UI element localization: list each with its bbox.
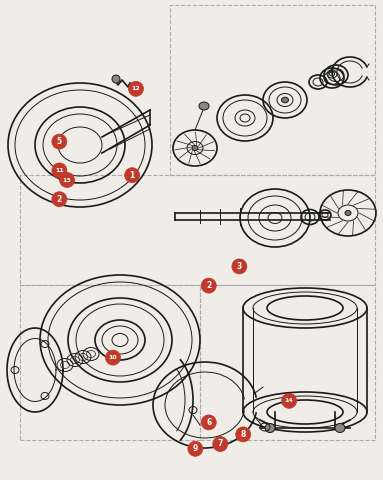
Text: 3: 3 bbox=[237, 262, 242, 271]
Circle shape bbox=[52, 192, 67, 207]
Text: 9: 9 bbox=[193, 444, 198, 453]
Text: 6: 6 bbox=[206, 418, 211, 427]
Ellipse shape bbox=[112, 75, 120, 83]
Text: 10: 10 bbox=[109, 355, 117, 360]
Circle shape bbox=[213, 436, 228, 452]
Circle shape bbox=[201, 278, 216, 293]
Circle shape bbox=[232, 259, 247, 274]
Ellipse shape bbox=[335, 423, 345, 432]
Ellipse shape bbox=[199, 102, 209, 110]
Ellipse shape bbox=[345, 211, 351, 216]
Text: 11: 11 bbox=[55, 168, 64, 173]
Circle shape bbox=[52, 134, 67, 149]
Ellipse shape bbox=[192, 145, 198, 151]
Text: 13: 13 bbox=[63, 178, 71, 182]
Circle shape bbox=[105, 350, 121, 365]
Text: 2: 2 bbox=[206, 281, 211, 290]
Ellipse shape bbox=[265, 423, 275, 432]
Circle shape bbox=[188, 441, 203, 456]
Text: 8: 8 bbox=[241, 430, 246, 439]
Text: 1: 1 bbox=[129, 171, 135, 180]
Circle shape bbox=[52, 163, 67, 178]
Circle shape bbox=[59, 172, 75, 188]
Circle shape bbox=[236, 427, 251, 442]
Circle shape bbox=[128, 81, 144, 96]
Circle shape bbox=[124, 168, 140, 183]
Text: 2: 2 bbox=[57, 195, 62, 204]
Circle shape bbox=[282, 393, 297, 408]
Text: 5: 5 bbox=[57, 137, 62, 146]
Text: 7: 7 bbox=[218, 440, 223, 448]
Ellipse shape bbox=[282, 97, 288, 103]
Text: 12: 12 bbox=[132, 86, 140, 91]
Text: 14: 14 bbox=[285, 398, 293, 403]
Circle shape bbox=[201, 415, 216, 430]
